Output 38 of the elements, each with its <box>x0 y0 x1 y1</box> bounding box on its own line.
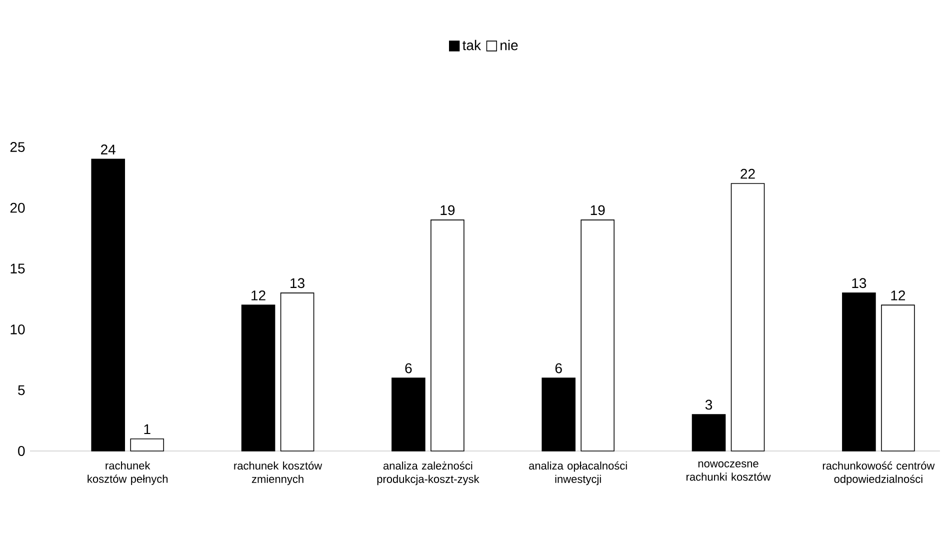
data-label: 6 <box>555 363 562 374</box>
y-tick-label: 10 <box>10 324 25 334</box>
legend-label: nie <box>500 40 518 50</box>
bar <box>130 438 164 452</box>
y-tick-label: 25 <box>10 142 25 152</box>
bar <box>580 220 615 452</box>
bar <box>392 378 426 452</box>
data-label: 13 <box>290 278 304 288</box>
bar <box>881 304 915 452</box>
x-tick-label: analiza zależności produkcja-koszt-zysk <box>377 461 480 486</box>
data-label: 22 <box>740 168 755 179</box>
x-tick-label: rachunek kosztów pełnych <box>88 461 168 485</box>
bar <box>842 292 876 452</box>
bar <box>542 378 576 452</box>
y-tick-label: 15 <box>10 264 25 274</box>
bar <box>241 304 276 452</box>
data-label: 1 <box>144 424 150 434</box>
x-tick-label: analiza opłacalności inwestycji <box>529 461 627 486</box>
x-tick-label: nowoczesne rachunki kosztów <box>686 461 771 481</box>
bar <box>430 220 464 452</box>
data-label: 12 <box>891 290 906 300</box>
y-tick-label: 5 <box>18 385 25 396</box>
y-tick-label: 20 <box>10 202 25 213</box>
data-label: 13 <box>852 278 866 288</box>
data-label: 19 <box>440 205 455 216</box>
y-tick-label: 0 <box>18 446 25 456</box>
data-label: 24 <box>101 144 116 154</box>
data-label: 3 <box>705 400 712 410</box>
bar <box>280 292 314 452</box>
bar <box>91 158 126 452</box>
data-label: 6 <box>405 363 412 374</box>
x-tick-label: rachunkowość centrów odpowiedzialności <box>822 461 935 486</box>
legend-label: tak <box>462 40 482 50</box>
bar <box>692 414 726 452</box>
x-tick-label: rachunek kosztów zmiennych <box>234 461 322 486</box>
bar <box>730 183 765 452</box>
data-label: 12 <box>252 290 266 300</box>
data-label: 19 <box>590 205 605 216</box>
